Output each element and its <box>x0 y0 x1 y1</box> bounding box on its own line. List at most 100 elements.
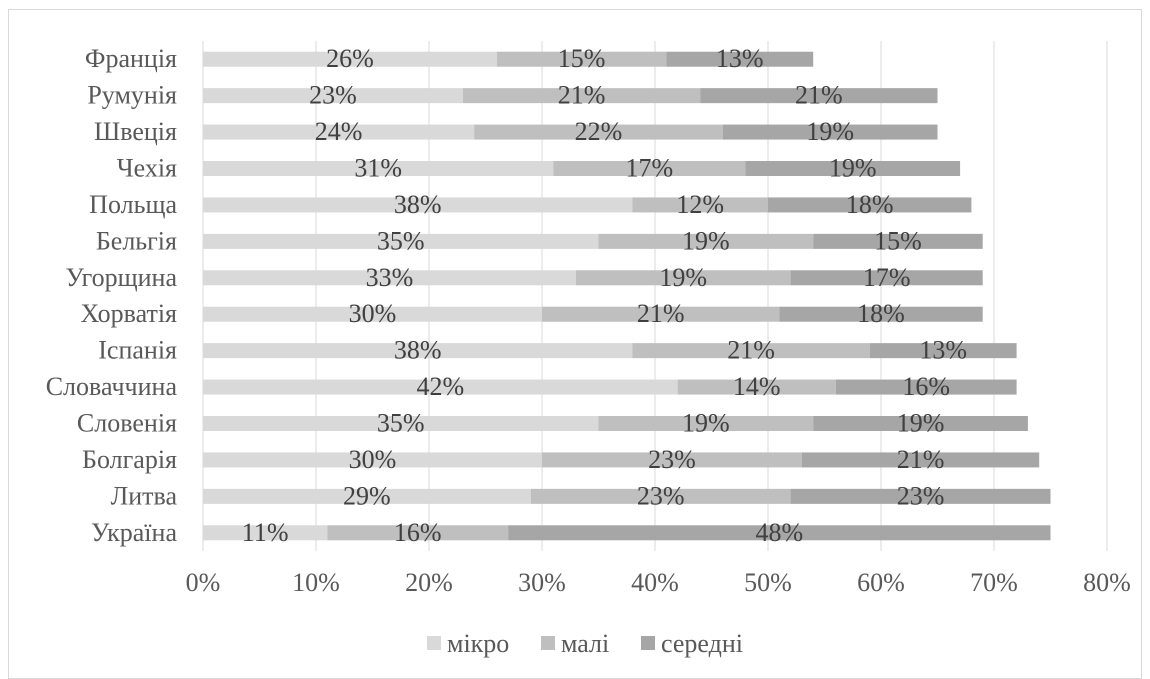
legend-label: середні <box>661 629 743 658</box>
bar-segment <box>203 270 576 286</box>
legend-swatch <box>541 636 555 650</box>
data-label: 21% <box>637 299 685 328</box>
bar-segment <box>666 51 814 67</box>
x-tick-label: 80% <box>1083 568 1131 597</box>
bar-segment <box>203 452 542 468</box>
data-label: 24% <box>315 117 363 146</box>
category-label: Швеція <box>94 117 177 146</box>
category-label: Литва <box>111 481 178 510</box>
data-label: 19% <box>806 117 854 146</box>
data-label: 42% <box>416 372 464 401</box>
data-label: 13% <box>716 44 764 73</box>
category-label: Румунія <box>87 81 177 110</box>
bar-segment <box>462 88 701 104</box>
data-label: 29% <box>343 481 391 510</box>
data-label: 23% <box>897 481 945 510</box>
data-label: 14% <box>733 372 781 401</box>
legend-swatch <box>641 636 655 650</box>
data-label: 21% <box>795 81 843 110</box>
bar-segment <box>632 197 768 213</box>
data-label: 19% <box>829 154 877 183</box>
legend-label: мікро <box>447 629 509 658</box>
category-label: Бельгія <box>96 226 177 255</box>
category-label: Україна <box>91 518 177 547</box>
bar-segment <box>779 306 983 322</box>
bar-segment <box>203 379 678 395</box>
data-label: 17% <box>863 263 911 292</box>
data-label: 19% <box>659 263 707 292</box>
bar-segment <box>801 452 1040 468</box>
bar-segment <box>813 233 983 249</box>
legend-swatch <box>427 636 441 650</box>
x-tick-label: 50% <box>744 568 792 597</box>
data-label: 13% <box>919 336 967 365</box>
bar-segment <box>203 233 599 249</box>
bar-segment <box>203 343 633 359</box>
bar-segment <box>542 452 802 468</box>
data-label: 23% <box>637 481 685 510</box>
data-label: 23% <box>309 81 357 110</box>
bar-segment <box>474 124 723 140</box>
bar-segment <box>203 525 328 541</box>
data-label: 38% <box>394 336 442 365</box>
legend-label: малі <box>561 629 609 658</box>
category-label: Франція <box>85 44 177 73</box>
category-label: Словенія <box>77 409 177 438</box>
bar-segment <box>632 343 870 359</box>
bar-segment <box>768 197 972 213</box>
bar-segment <box>530 488 791 504</box>
data-label: 19% <box>897 409 945 438</box>
bar-segment <box>203 51 497 67</box>
chart-frame: 0% 10% 20% 30% 40% 50% 60% 70% 80% Франція 26% 15% 1… <box>8 9 1142 679</box>
x-tick-label: 30% <box>518 568 566 597</box>
category-label: Словаччина <box>46 372 178 401</box>
data-label: 30% <box>349 445 397 474</box>
data-label: 11% <box>242 518 289 547</box>
data-label: 33% <box>366 263 414 292</box>
data-label: 31% <box>354 154 402 183</box>
bar-segment <box>598 233 814 249</box>
data-label: 22% <box>575 117 623 146</box>
data-label: 35% <box>377 226 425 255</box>
bar-segment <box>203 124 475 140</box>
data-label: 35% <box>377 409 425 438</box>
data-label: 38% <box>394 190 442 219</box>
bar-segment <box>575 270 791 286</box>
data-label: 15% <box>558 44 606 73</box>
bar-segment <box>790 270 983 286</box>
data-label: 19% <box>682 409 730 438</box>
x-tick-label: 0% <box>186 568 221 597</box>
bar-segment <box>700 88 938 104</box>
category-label: Угорщина <box>65 263 177 292</box>
bar-segment <box>835 379 1017 395</box>
data-label: 19% <box>682 226 730 255</box>
bar-segment <box>508 525 1051 541</box>
category-label: Болгарія <box>82 445 177 474</box>
data-label: 48% <box>755 518 803 547</box>
bar-segment <box>496 51 667 67</box>
category-label: Хорватія <box>81 299 178 328</box>
bar-segment <box>598 416 814 431</box>
data-label: 18% <box>846 190 894 219</box>
x-tick-label: 70% <box>970 568 1018 597</box>
data-label: 21% <box>558 81 606 110</box>
bar-segment <box>745 161 961 176</box>
bar-segment <box>869 343 1017 359</box>
bar-segment <box>722 124 938 140</box>
bar-segment <box>327 525 509 541</box>
category-label: Польща <box>89 190 177 219</box>
data-label: 21% <box>897 445 945 474</box>
data-label: 12% <box>676 190 724 219</box>
bar-segment <box>790 488 1051 504</box>
x-tick-label: 20% <box>405 568 453 597</box>
data-label: 23% <box>648 445 696 474</box>
bar-segment <box>203 416 599 431</box>
category-label: Чехія <box>117 154 177 183</box>
bar-segment <box>203 161 554 176</box>
bar-segment <box>203 197 633 213</box>
bar-segment <box>542 306 780 322</box>
bar-segment <box>813 416 1028 431</box>
data-label: 18% <box>857 299 905 328</box>
bar-segment <box>203 488 531 504</box>
data-label: 26% <box>326 44 374 73</box>
